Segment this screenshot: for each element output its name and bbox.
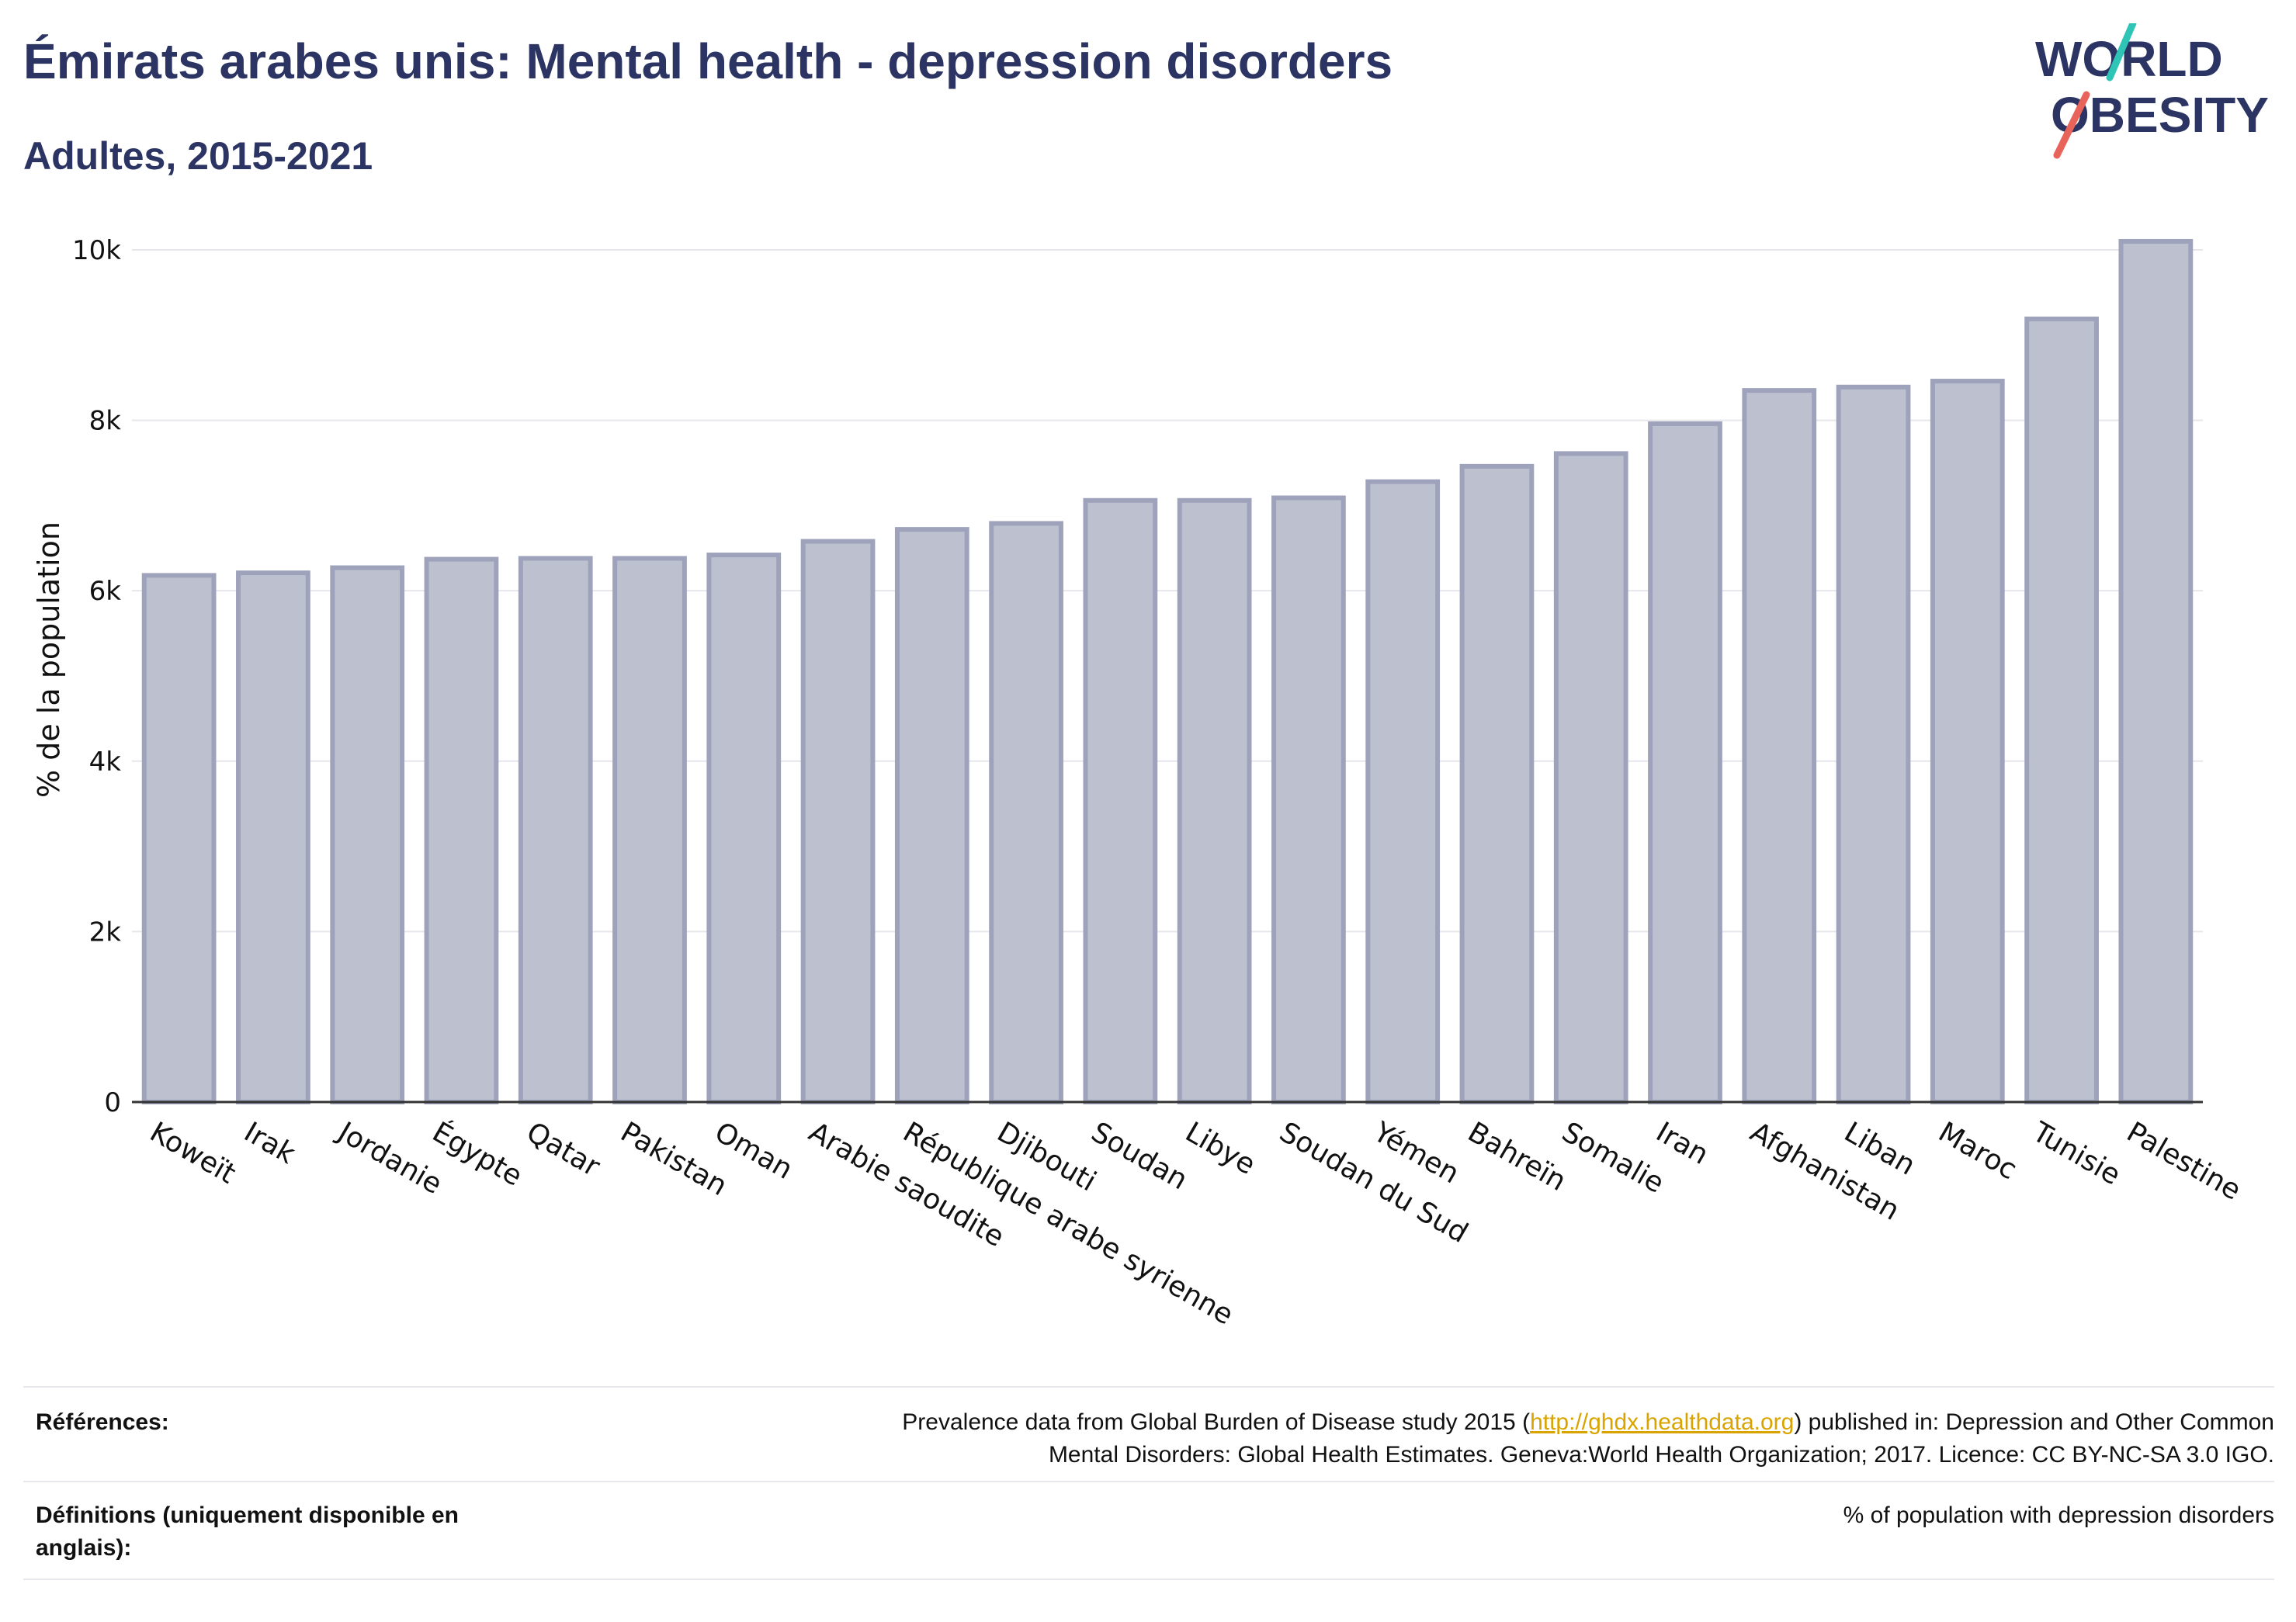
bar xyxy=(2118,238,2194,1105)
y-tick-label: 4k xyxy=(89,747,122,778)
definitions-label-line1: Définitions (uniquement disponible en xyxy=(36,1502,459,1528)
bar xyxy=(612,556,687,1104)
x-tick-label: Somalie xyxy=(1556,1116,1669,1200)
logo-slash-teal xyxy=(2106,23,2137,81)
bar xyxy=(706,553,782,1104)
bar xyxy=(141,573,217,1104)
bar xyxy=(894,527,969,1104)
references-link[interactable]: http://ghdx.healthdata.org xyxy=(1530,1409,1795,1435)
definitions-text: % of population with depression disorder… xyxy=(1843,1502,2274,1528)
x-tick-label: Qatar xyxy=(521,1116,605,1183)
references-text-before: Prevalence data from Global Burden of Di… xyxy=(902,1409,1531,1435)
bar xyxy=(424,556,499,1104)
bar xyxy=(2024,316,2099,1104)
bar xyxy=(330,565,405,1104)
bar xyxy=(1930,379,2005,1104)
bar xyxy=(1742,388,1817,1104)
bar xyxy=(1553,451,1628,1104)
y-tick-label: 10k xyxy=(72,235,121,266)
x-tick-label: Iran xyxy=(1651,1116,1714,1171)
logo-slash-coral xyxy=(2053,91,2090,159)
references-text-after: ) published in: Depression and Other Com… xyxy=(1794,1409,2274,1435)
x-tick-label: Pakistan xyxy=(616,1116,733,1202)
y-tick-label: 2k xyxy=(89,917,122,948)
x-tick-label: Bahreïn xyxy=(1462,1116,1571,1197)
x-tick-label: Maroc xyxy=(1933,1116,2022,1186)
x-tick-label: Jordanie xyxy=(331,1115,447,1201)
bar xyxy=(1083,497,1158,1104)
y-tick-label: 0 xyxy=(104,1087,121,1118)
bar xyxy=(1459,463,1535,1104)
x-tick-label: Soudan xyxy=(1086,1116,1193,1196)
x-tick-label: Koweït xyxy=(144,1116,241,1190)
bar xyxy=(800,539,876,1104)
y-tick-label: 8k xyxy=(89,406,122,437)
x-tick-label: Irak xyxy=(238,1116,300,1170)
bar xyxy=(989,521,1063,1104)
chart-subtitle: Adultes, 2015-2021 xyxy=(23,134,373,178)
bar xyxy=(1836,384,1911,1104)
bar xyxy=(1648,421,1722,1104)
references-text: Prevalence data from Global Burden of Di… xyxy=(902,1406,2274,1471)
bar xyxy=(1177,497,1252,1104)
bar-chart: 0 2k 4k 6k 8k 10k % de la population KoweïtIrak… xyxy=(32,235,2246,1332)
definitions-row: Définitions (uniquement disponible en an… xyxy=(23,1481,2274,1580)
x-tick-label: Tunisie xyxy=(2027,1116,2126,1192)
world-obesity-logo: WORLD OBESITY xyxy=(2035,23,2269,159)
references-row: Références: Prevalence data from Global … xyxy=(23,1386,2274,1482)
y-axis-title: % de la population xyxy=(32,522,66,798)
definitions-label: Définitions (uniquement disponible en an… xyxy=(36,1499,459,1565)
x-tick-label: Palestine xyxy=(2121,1116,2246,1207)
y-tick-label: 6k xyxy=(89,576,122,607)
bar xyxy=(236,570,310,1104)
bar xyxy=(1271,495,1346,1104)
bar xyxy=(1365,479,1441,1104)
x-tick-label: Libye xyxy=(1180,1116,1261,1181)
references-line2: Mental Disorders: Global Health Estimate… xyxy=(1048,1442,2274,1468)
references-label: Références: xyxy=(36,1409,169,1435)
definitions-label-line2: anglais): xyxy=(36,1535,132,1561)
chart-title: Émirats arabes unis: Mental health - dep… xyxy=(23,33,1393,89)
bar xyxy=(518,556,593,1104)
